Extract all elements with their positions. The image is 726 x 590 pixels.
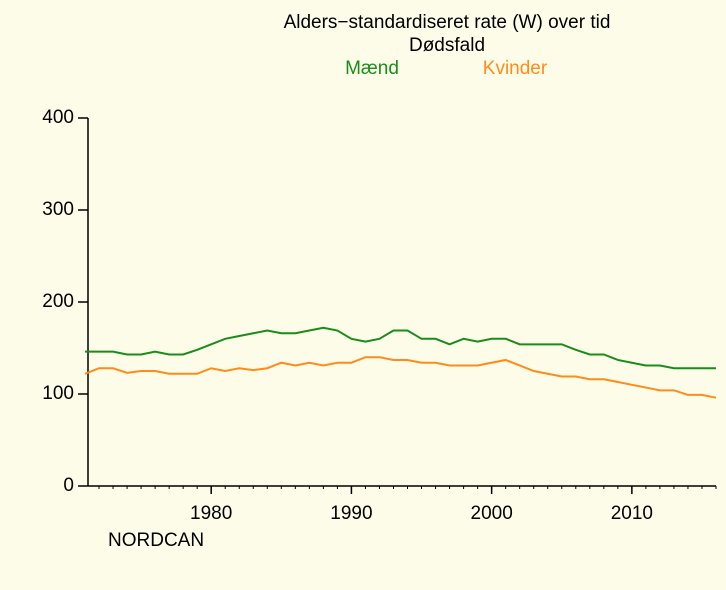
y-tick-label: 300 <box>42 199 74 220</box>
series-line <box>84 356 717 399</box>
y-tick-label: 0 <box>63 475 74 496</box>
x-tick-label: 1980 <box>190 503 232 524</box>
legend-label: Kvinder <box>483 58 548 79</box>
x-tick-label: 1990 <box>330 503 372 524</box>
y-tick-label: 400 <box>42 107 74 128</box>
chart-subtitle: Dødsfald <box>409 35 485 56</box>
series-line <box>85 326 716 370</box>
x-tick-label: 2010 <box>611 503 653 524</box>
chart-title: Alders−standardiseret rate (W) over tid <box>284 12 611 33</box>
y-tick-label: 100 <box>42 383 74 404</box>
y-tick-label: 200 <box>42 291 74 312</box>
legend-label: Mænd <box>345 58 399 79</box>
x-tick-label: 2000 <box>471 503 513 524</box>
source: NORDCAN <box>108 530 204 551</box>
